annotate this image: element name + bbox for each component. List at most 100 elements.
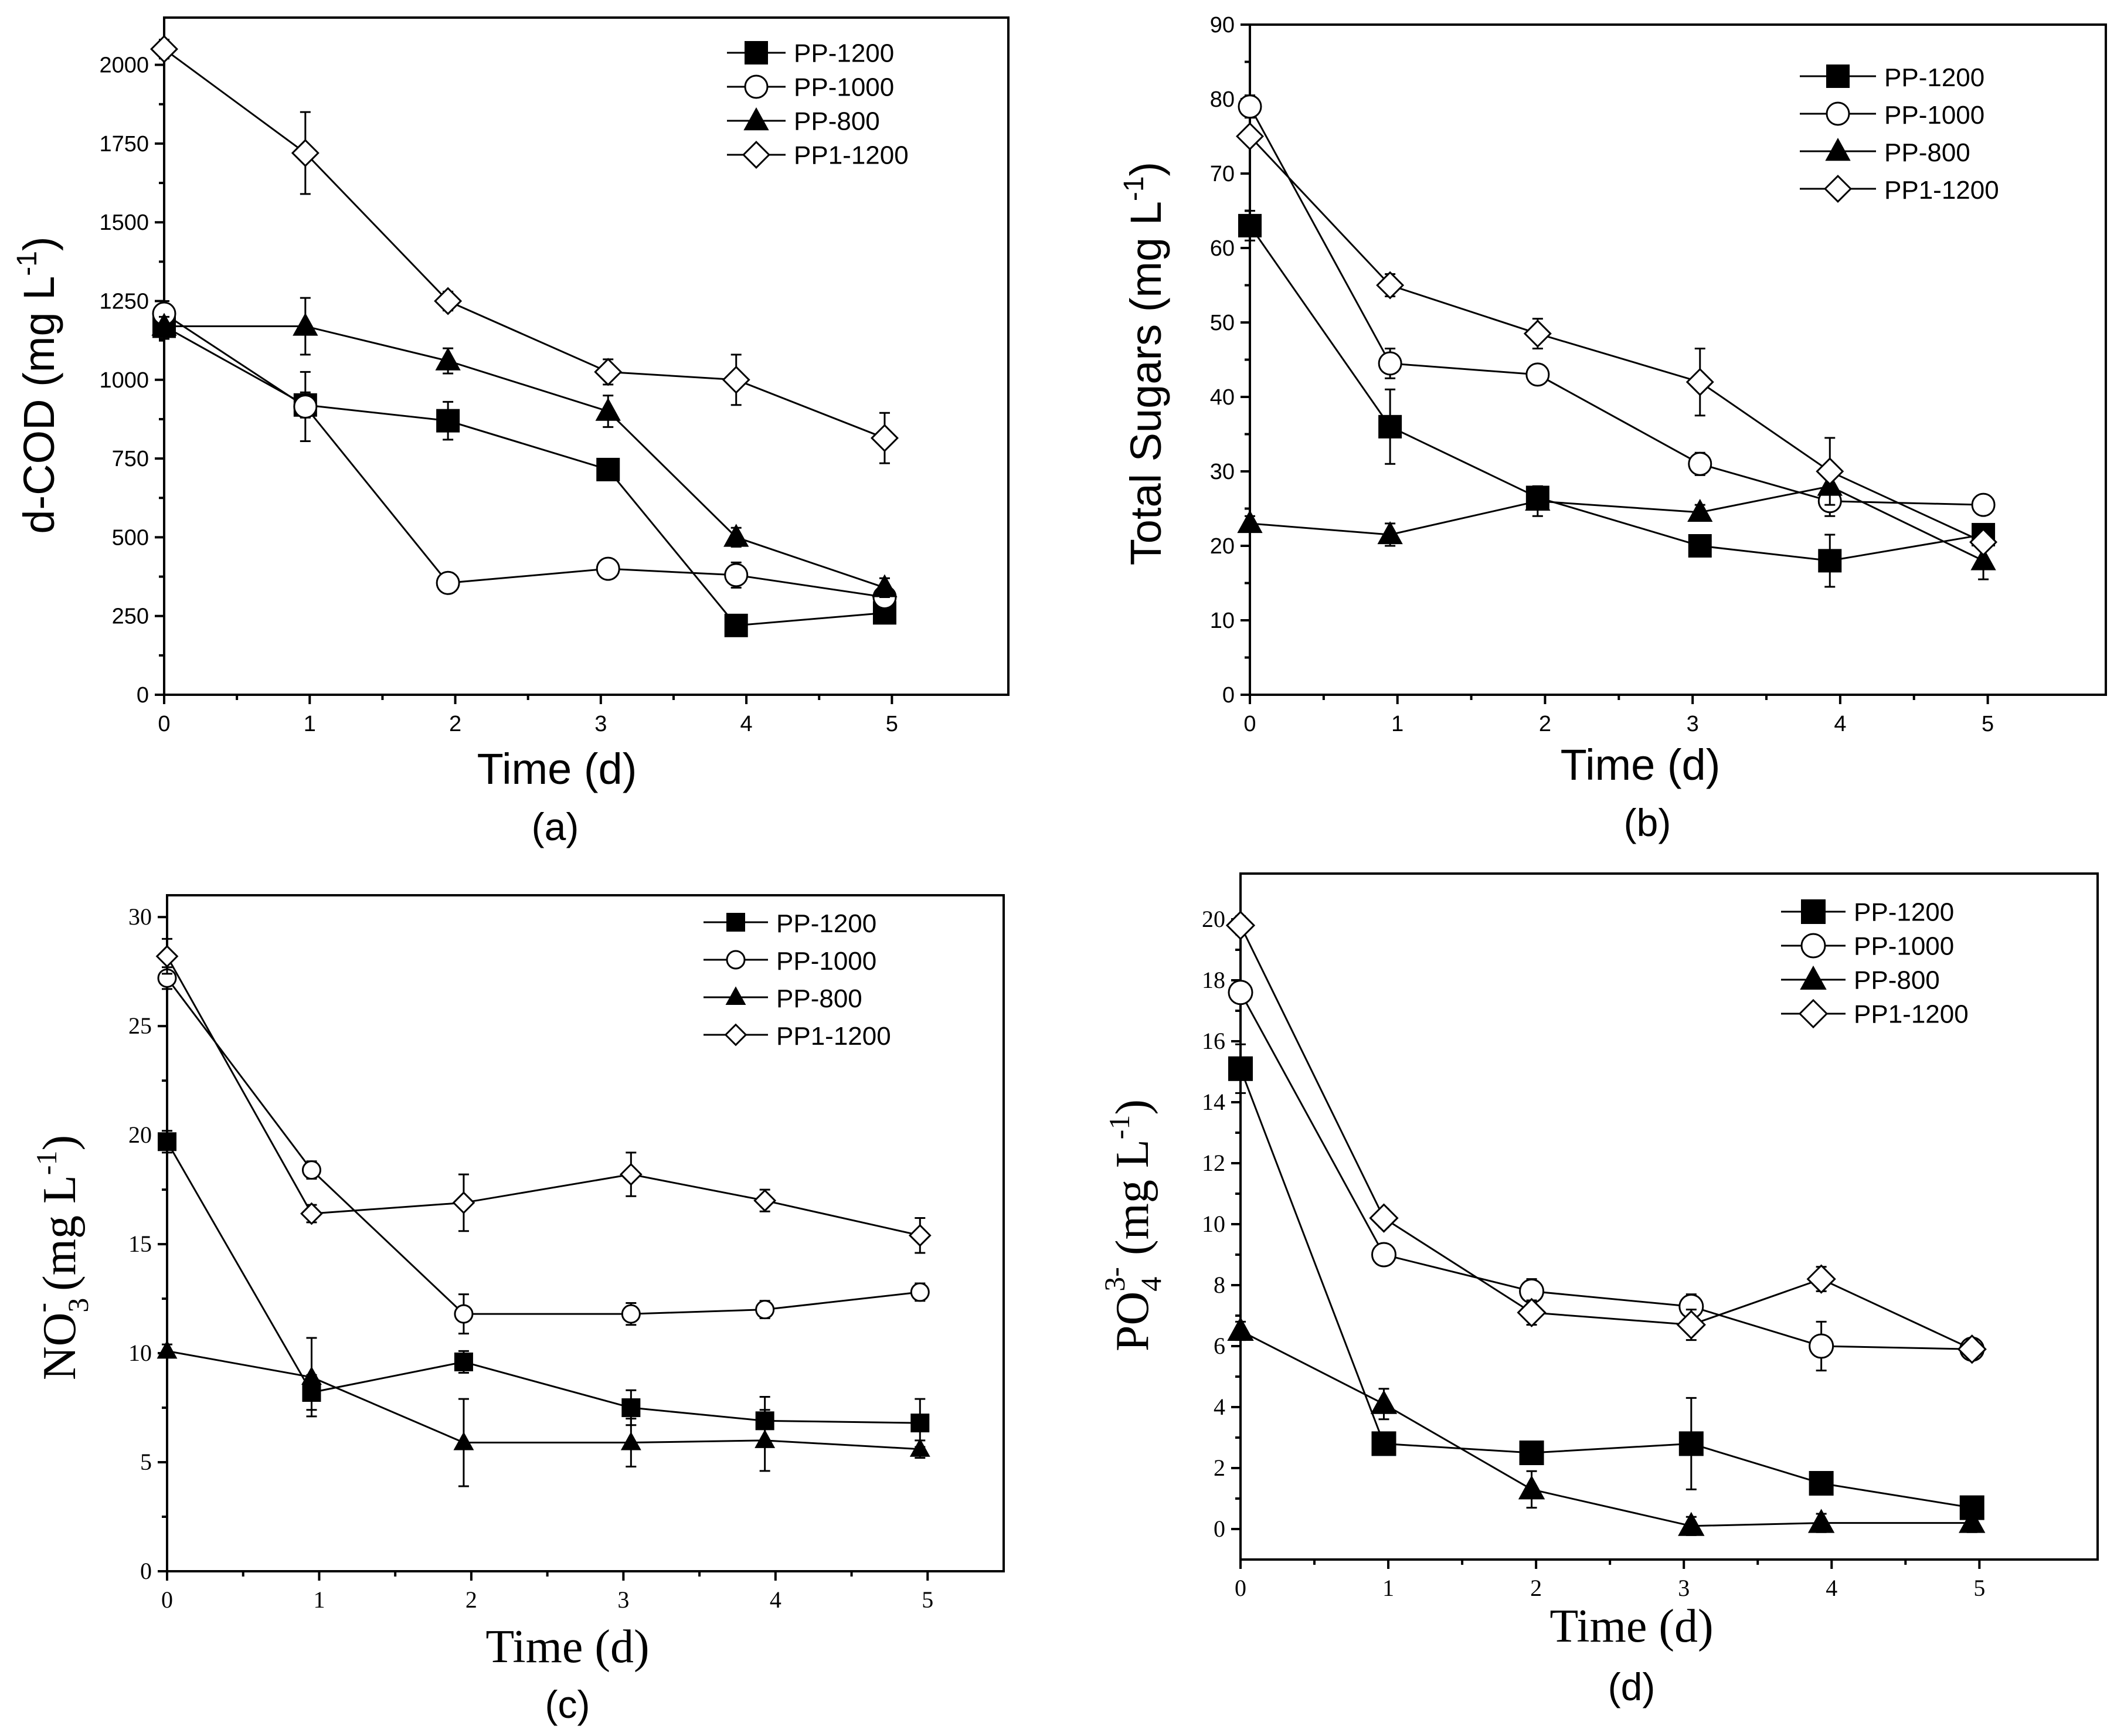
panel-d-pp-800-point	[1959, 1509, 1986, 1533]
panel-a-pp1-1200-point	[434, 287, 463, 315]
panel-b-pp1-1200-point	[1969, 528, 1998, 556]
panel-d-pp-800-point	[1807, 1509, 1835, 1533]
panel-a-legend-label-pp-800: PP-800	[794, 107, 880, 135]
panel-b-plot: 0 1 2 3 4 50102030405060708090PP-1200PP-1000P…	[1210, 13, 2107, 736]
panel-c-series-pp1-1200	[155, 937, 932, 1254]
panel-a-x-tick-label: 5	[886, 712, 898, 736]
panel-d-y-tick-label: 2	[1214, 1455, 1225, 1481]
panel-a-x-axis-label: Time (d)	[477, 745, 637, 793]
panel-c-pp-800-point	[909, 1438, 930, 1457]
panel-b-pp-800-point	[1525, 487, 1551, 511]
panel-b-pp-800-point	[1237, 509, 1263, 534]
panel-d-legend-label-pp-1000: PP-1000	[1854, 932, 1954, 960]
panel-a-legend-label-pp-1200: PP-1200	[794, 39, 894, 67]
panel-d-pp-1200-point	[1519, 1441, 1544, 1465]
panel-c-x-tick-label: 1	[313, 1586, 325, 1613]
panel-a-pp-1000-point	[724, 563, 749, 587]
panel-a-pp-800-point	[151, 312, 177, 336]
panel-c-legend-marker-pp-800	[725, 986, 746, 1005]
panel-a-pp1-1200-point	[722, 365, 750, 394]
panel-a-pp-1200-point	[436, 409, 460, 433]
panel-d-x-tick-label: 3	[1678, 1575, 1690, 1601]
panel-d-pp1-1200-point	[1676, 1310, 1706, 1340]
panel-d-y-tick-label: 12	[1202, 1150, 1225, 1176]
panel-a-pp-800-point	[435, 347, 461, 371]
panel-c-y-tick-label: 15	[128, 1231, 152, 1257]
panel-d-pp-1000-line	[1239, 992, 1972, 1350]
panel-c-pp-800-point	[453, 1431, 474, 1450]
panel-a-pp-800-point	[595, 398, 621, 421]
panel-a: 0 1 2 3 4 5 0 250 500 750 1000 1250 1500 1750 2000 PP-1…	[12, 16, 1010, 848]
panel-d-pp-800-point	[1678, 1511, 1705, 1536]
panel-d-pp1-1200-line	[1239, 925, 1973, 1350]
panel-d-pp-1200-point	[1959, 1495, 1984, 1520]
panel-a-legend-label-pp1-1200: PP1-1200	[794, 141, 909, 169]
panel-b-pp-1000-line	[1249, 106, 1984, 506]
panel-b-pp-1000-point	[1688, 451, 1712, 476]
panel-b-x-tick-label: 2	[1539, 712, 1551, 736]
panel-a-legend: PP-1200 PP-1000 PP-800 PP1-1200	[727, 39, 909, 169]
panel-b-y-tick-label: 70	[1210, 162, 1235, 186]
panel-c-y-tick-label: 30	[128, 903, 152, 930]
panel-d-y-tick-label: 18	[1202, 967, 1225, 993]
panel-d-pp-1200-point	[1809, 1471, 1834, 1496]
panel-b-pp-1200-line	[1249, 225, 1984, 562]
panel-b-pp1-1200-point	[1685, 368, 1714, 396]
panel-a-y-tick-label: 750	[112, 447, 149, 471]
panel-c-pp-1200-point	[158, 1132, 176, 1151]
panel-d-y-tick-label: 8	[1214, 1272, 1225, 1298]
panel-a-x-tick-label: 1	[304, 712, 316, 736]
panel-d-plot-frame	[1239, 872, 2099, 1561]
panel-d-x-tick-label: 1	[1382, 1575, 1394, 1601]
panel-c-pp1-1200-point	[753, 1189, 777, 1212]
panel-c-pp1-1200-line	[166, 956, 920, 1236]
panel-d-pp1-1200-point	[1806, 1264, 1836, 1294]
panel-c-legend-marker-pp-1200	[726, 913, 745, 932]
panel-d-series-pp1-1200	[1225, 911, 1987, 1364]
panel-d-legend-label-pp-1200: PP-1200	[1854, 898, 1954, 926]
panel-b-legend-marker-pp1-1200	[1824, 175, 1852, 203]
panel-c-pp-1000-point	[621, 1304, 641, 1324]
panel-b-legend-label-pp-1000: PP-1000	[1884, 101, 1984, 130]
panel-d-pp-1200-point	[1678, 1431, 1704, 1456]
panel-b-pp-800-point	[1377, 521, 1403, 545]
panel-b-pp-800-point	[1970, 547, 1996, 570]
panel-a-series-pp-800	[151, 297, 898, 598]
panel-d-pp-800-point	[1370, 1390, 1398, 1414]
panel-a-pp-1000-point	[596, 556, 620, 581]
panel-a-pp-1200-point	[724, 613, 748, 637]
panel-c-x-tick-label: 4	[770, 1586, 781, 1613]
panel-c-y-tick-label: 20	[128, 1122, 152, 1148]
panel-a-pp1-1200-point	[594, 358, 623, 386]
panel-d-y-tick-label: 10	[1202, 1211, 1225, 1237]
panel-c-pp-800-line	[166, 1350, 920, 1450]
panel-d-series-pp-1200	[1228, 1043, 1984, 1520]
panel-b-y-tick-label: 0	[1222, 683, 1235, 708]
panel-d-y-tick-label: 16	[1202, 1028, 1225, 1054]
panel-c-legend-label-pp-800: PP-800	[776, 984, 862, 1013]
panel-c-label: (c)	[545, 1683, 590, 1726]
panel-a-y-tick-label: 1750	[99, 132, 149, 157]
panel-b-pp-1200-point	[1818, 549, 1842, 573]
panel-a-pp1-1200-line	[164, 48, 885, 439]
panel-c-pp-800-point	[157, 1340, 178, 1359]
panel-c-x-tick-label: 0	[161, 1586, 173, 1613]
panel-d-x-tick-label: 5	[1973, 1575, 1985, 1601]
panel-a-legend-marker-pp-1000	[744, 74, 769, 99]
panel-a-y-tick-label: 1250	[99, 289, 149, 314]
panel-b-y-tick-label: 60	[1210, 236, 1235, 261]
panel-d-y-tick-label: 0	[1214, 1516, 1225, 1542]
panel-d-legend: PP-1200 PP-1000 PP-800 PP1-1200	[1781, 898, 1969, 1028]
panel-a-legend-label-pp-1000: PP-1000	[794, 73, 894, 101]
panel-c-x-tick-label: 3	[617, 1586, 629, 1613]
panel-c-pp1-1200-point	[452, 1191, 475, 1214]
panel-c-pp-1000-point	[454, 1304, 474, 1324]
panel-c-legend-label-pp-1000: PP-1000	[776, 947, 876, 976]
panel-b-pp-1200-point	[1238, 213, 1262, 237]
panel-b-legend-marker-pp-800	[1825, 138, 1851, 161]
